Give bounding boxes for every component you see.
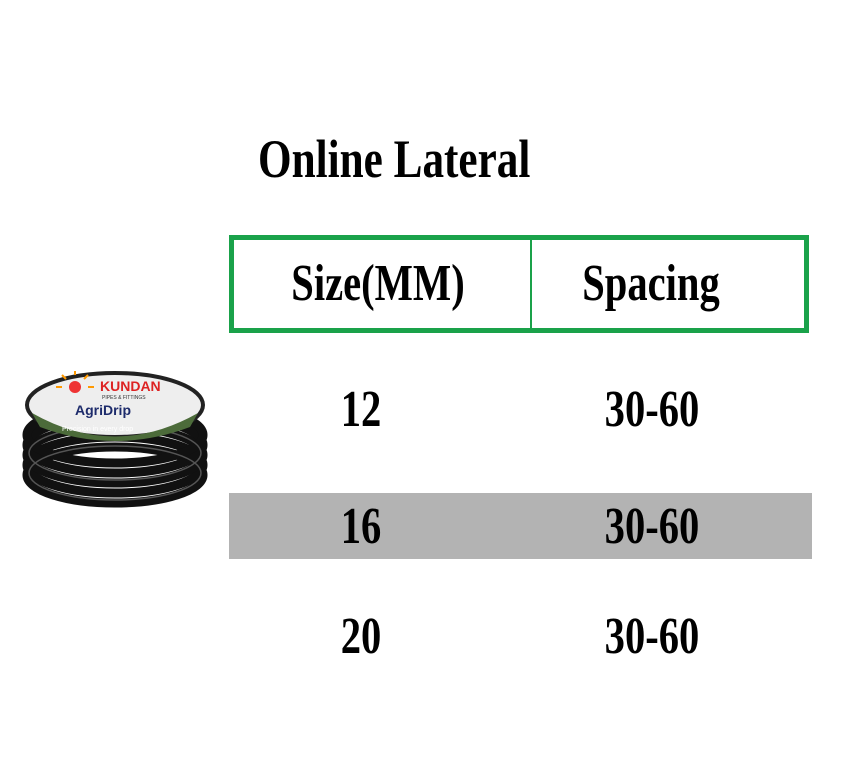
svg-text:AgriDrip: AgriDrip xyxy=(75,402,131,418)
header-spacing: Spacing xyxy=(582,255,720,312)
highlight-row-bg xyxy=(229,493,812,559)
header-size: Size(MM) xyxy=(291,255,465,312)
row-3-spacing: 30-60 xyxy=(604,608,700,665)
table-header xyxy=(229,235,809,333)
header-divider xyxy=(530,240,532,328)
row-2-size: 16 xyxy=(340,498,382,555)
row-2-spacing: 30-60 xyxy=(604,498,700,555)
drip-pipe-coil-image: KUNDAN PIPES & FITTINGS AgriDrip Precisi… xyxy=(22,371,208,508)
brand-logo-text: KUNDAN xyxy=(100,378,161,394)
row-1-size: 12 xyxy=(340,381,382,438)
page-title: Online Lateral xyxy=(258,129,531,189)
svg-text:Precision in every drop: Precision in every drop xyxy=(62,426,133,433)
row-1-spacing: 30-60 xyxy=(604,381,700,438)
row-3-size: 20 xyxy=(340,608,382,665)
svg-text:PIPES & FITTINGS: PIPES & FITTINGS xyxy=(102,395,146,401)
